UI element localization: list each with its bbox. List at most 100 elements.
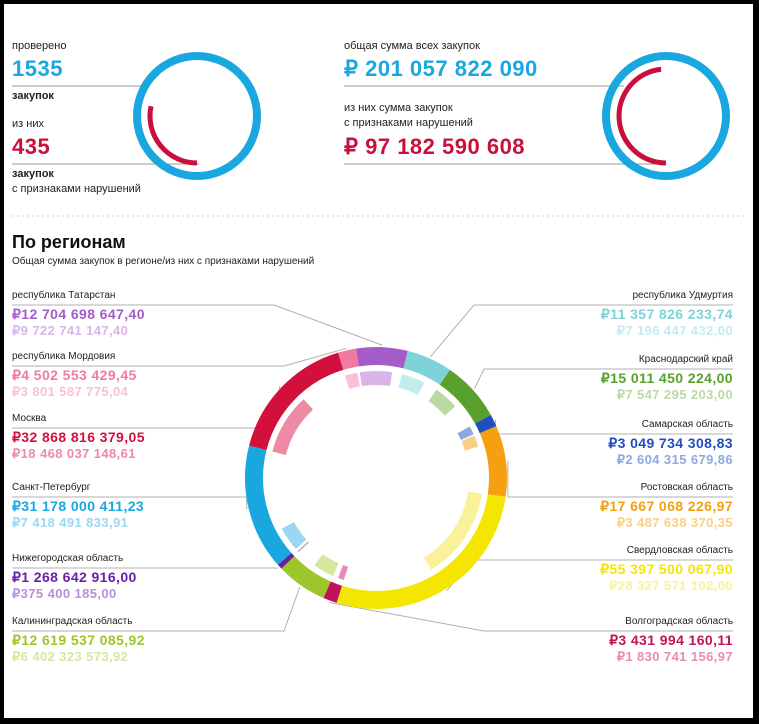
region-name: республика Удмуртия bbox=[632, 290, 734, 301]
region-violations: ₽7 547 295 203,00 bbox=[616, 387, 733, 402]
region-total-arc bbox=[245, 445, 292, 565]
region-violations: ₽3 801 587 775,04 bbox=[12, 384, 129, 399]
region-violations: ₽28 327 571 102,00 bbox=[609, 578, 733, 593]
region-total: ₽3 049 734 308,83 bbox=[608, 435, 733, 451]
leader-line bbox=[12, 586, 301, 632]
region-total: ₽12 704 698 647,40 bbox=[12, 306, 145, 322]
region-total: ₽1 268 642 916,00 bbox=[12, 569, 137, 585]
region-label: Санкт-Петербург ₽31 178 000 411,23 ₽7 418 … bbox=[12, 482, 144, 531]
violations-sum-label-2: с признаками нарушений bbox=[344, 117, 473, 129]
region-label: Краснодарский край ₽15 011 450 224,00 ₽7 5… bbox=[601, 354, 733, 403]
regions-ring bbox=[245, 347, 507, 609]
section-title: По регионам bbox=[12, 232, 126, 252]
violations-sum-amount: ₽ 97 182 590 608 bbox=[344, 134, 526, 159]
region-violations: ₽18 468 037 148,61 bbox=[12, 446, 136, 461]
leader-line bbox=[329, 602, 733, 632]
region-total-arc bbox=[277, 552, 295, 569]
section-subtitle: Общая сумма закупок в регионе/из них с п… bbox=[12, 256, 315, 267]
region-violations: ₽6 402 323 573,92 bbox=[12, 649, 129, 664]
region-total-arc bbox=[281, 555, 331, 599]
region-name: Москва bbox=[12, 413, 47, 424]
violations-unit: закупок bbox=[12, 168, 54, 180]
region-label: Волгоградская область ₽3 431 994 160,11 ₽1… bbox=[609, 616, 733, 665]
region-total-arc bbox=[479, 426, 507, 497]
region-violations: ₽375 400 185,00 bbox=[12, 586, 117, 601]
region-label: республика Татарстан ₽12 704 698 647,40 ₽9… bbox=[12, 290, 145, 339]
region-total: ₽4 502 553 429,45 bbox=[12, 367, 137, 383]
region-total-arc bbox=[474, 414, 497, 434]
region-total-arc bbox=[403, 350, 450, 385]
violations-suffix: с признаками нарушений bbox=[12, 183, 141, 195]
region-total: ₽15 011 450 224,00 bbox=[600, 370, 733, 386]
region-violations-arc bbox=[345, 372, 360, 389]
region-violations-arc bbox=[272, 399, 314, 456]
of-them-label: из них bbox=[12, 118, 44, 130]
region-total-arc bbox=[439, 369, 491, 424]
region-label: Свердловская область ₽55 397 500 067,90 ₽2… bbox=[600, 545, 733, 594]
leader-line bbox=[12, 304, 383, 346]
ring-violations-arc bbox=[147, 105, 198, 166]
region-name: Краснодарский край bbox=[638, 354, 733, 365]
regions-ring-chart bbox=[12, 304, 733, 632]
leader-line bbox=[474, 368, 733, 389]
region-name: Калининградская область bbox=[12, 616, 133, 627]
summary-rings bbox=[12, 52, 744, 217]
region-label: Ростовская область ₽17 667 068 226,97 ₽3 4… bbox=[600, 482, 733, 531]
region-violations-arc bbox=[359, 371, 393, 387]
region-name: республика Татарстан bbox=[12, 290, 116, 301]
checked-label: проверено bbox=[12, 40, 67, 52]
region-name: Свердловская область bbox=[626, 545, 733, 556]
leader-line bbox=[12, 347, 347, 367]
total-amount: ₽ 201 057 822 090 bbox=[344, 56, 538, 81]
leader-line bbox=[507, 460, 733, 498]
region-total: ₽55 397 500 067,90 bbox=[600, 561, 733, 577]
region-total: ₽17 667 068 226,97 bbox=[600, 498, 733, 514]
region-violations: ₽9 722 741 147,40 bbox=[12, 323, 129, 338]
region-violations-arc bbox=[338, 564, 349, 581]
amounts-ring bbox=[602, 52, 730, 180]
region-total-arc bbox=[323, 581, 343, 603]
region-name: Ростовская область bbox=[640, 482, 733, 493]
region-name: Нижегородская область bbox=[12, 553, 124, 564]
region-total: ₽31 178 000 411,23 bbox=[12, 498, 145, 514]
region-violations: ₽7 418 491 833,91 bbox=[12, 515, 129, 530]
region-total-arc bbox=[249, 352, 344, 451]
region-violations: ₽2 604 315 679,86 bbox=[616, 452, 733, 467]
region-label: республика Удмуртия ₽11 357 826 233,74 ₽7 … bbox=[601, 290, 733, 339]
region-name: Волгоградская область bbox=[625, 616, 733, 627]
region-violations-arc bbox=[398, 374, 425, 396]
checked-count: 1535 bbox=[12, 56, 63, 81]
region-violations: ₽3 487 638 370,35 bbox=[616, 515, 733, 530]
region-violations-arc bbox=[457, 426, 474, 441]
violations-count: 435 bbox=[12, 134, 51, 159]
ring-violations-arc bbox=[616, 66, 667, 166]
region-name: Самарская область bbox=[641, 419, 733, 430]
region-total-arc bbox=[338, 348, 359, 370]
violations-sum-label-1: из них сумма закупок bbox=[344, 102, 453, 114]
region-violations-arc bbox=[428, 389, 456, 416]
region-violations: ₽1 830 741 156,97 bbox=[616, 649, 733, 664]
region-violations-arc bbox=[423, 491, 482, 570]
region-total: ₽11 357 826 233,74 bbox=[600, 306, 733, 322]
ring-total-arc bbox=[133, 52, 261, 180]
infographic: проверено 1535 закупок из них 435 закупо… bbox=[4, 4, 753, 718]
region-total: ₽3 431 994 160,11 bbox=[609, 632, 733, 648]
region-label: Москва ₽32 868 816 379,05 ₽18 468 037 148,… bbox=[12, 413, 145, 462]
region-violations-arc bbox=[461, 435, 479, 451]
total-label: общая сумма всех закупок bbox=[344, 40, 480, 52]
ring-total-arc bbox=[602, 52, 730, 180]
region-violations: ₽7 196 447 432,00 bbox=[616, 323, 733, 338]
region-total: ₽12 619 537 085,92 bbox=[12, 632, 145, 648]
leader-line bbox=[430, 304, 733, 358]
region-violations-arc bbox=[281, 521, 307, 549]
region-label: Калининградская область ₽12 619 537 085,9… bbox=[12, 616, 145, 665]
region-label: республика Мордовия ₽4 502 553 429,45 ₽3 8… bbox=[12, 351, 137, 400]
region-violations-arc bbox=[297, 541, 309, 552]
region-label: Нижегородская область ₽1 268 642 916,00 ₽3… bbox=[12, 553, 137, 602]
region-violations-arc bbox=[314, 553, 339, 577]
region-name: республика Мордовия bbox=[12, 351, 116, 362]
region-label: Самарская область ₽3 049 734 308,83 ₽2 604… bbox=[608, 419, 733, 468]
region-name: Санкт-Петербург bbox=[12, 482, 91, 493]
region-total-arc bbox=[356, 347, 408, 369]
region-total: ₽32 868 816 379,05 bbox=[12, 429, 145, 445]
